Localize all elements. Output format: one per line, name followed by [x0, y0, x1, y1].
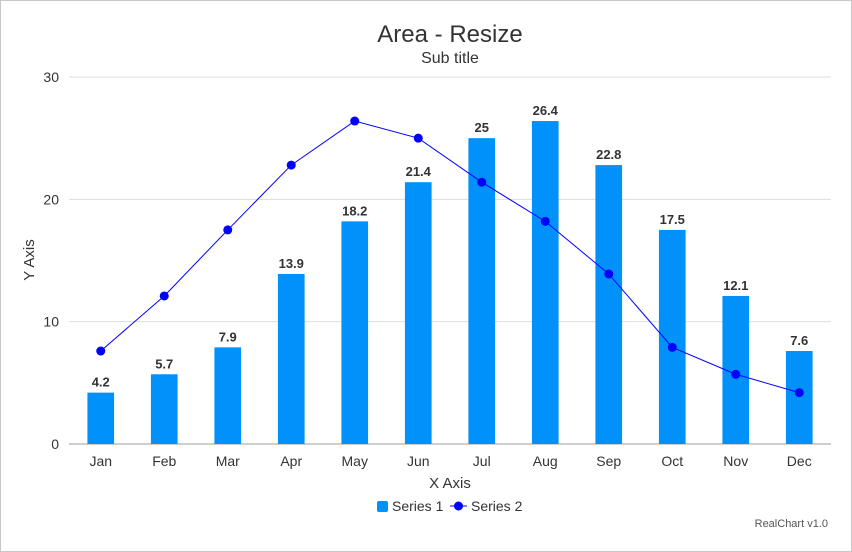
x-axis-ticks: Jan Feb Mar Apr May Jun Jul Aug Sep Oct Nov Dec [89, 453, 811, 469]
legend[interactable]: Series 1 Series 2 [377, 498, 523, 514]
chart-title: Area - Resize [377, 21, 522, 48]
line-point [794, 388, 804, 398]
grid [69, 76, 831, 445]
y-tick-label: 10 [43, 314, 59, 330]
x-tick-label: Oct [661, 453, 683, 469]
bar-series [87, 121, 813, 444]
data-labels: 4.2 5.7 7.9 13.9 18.2 21.4 25 26.4 22.8 17.5 12.1 7… [92, 103, 809, 390]
line-point [667, 342, 677, 352]
x-tick-label: Jan [89, 453, 112, 469]
line-point [223, 225, 233, 235]
bar [404, 182, 432, 444]
y-tick-label: 20 [43, 191, 59, 207]
bar [87, 392, 115, 444]
line-series [96, 116, 804, 398]
credit-text: RealChart v1.0 [755, 518, 828, 530]
line-point [96, 346, 106, 356]
bar-data-label: 26.4 [533, 103, 559, 118]
legend-series-1-label: Series 1 [392, 498, 444, 514]
x-tick-label: Feb [152, 453, 176, 469]
series-line [100, 120, 800, 394]
bar-data-label: 17.5 [660, 212, 685, 227]
line-point [413, 133, 423, 143]
x-tick-label: May [342, 453, 368, 469]
bar [150, 374, 178, 444]
bar-data-label: 22.8 [596, 147, 621, 162]
y-axis-title: Y Axis [21, 239, 38, 280]
bar-data-label: 21.4 [406, 164, 432, 179]
x-tick-label: Apr [280, 453, 302, 469]
legend-line-marker [454, 501, 463, 511]
bar [785, 351, 813, 444]
bar [277, 273, 305, 444]
line-point [477, 177, 487, 187]
bar-data-label: 12.1 [723, 278, 748, 293]
x-tick-label: Sep [596, 453, 621, 469]
y-tick-label: 0 [51, 436, 59, 452]
bar-data-label: 5.7 [155, 356, 173, 371]
bar-data-label: 7.6 [790, 333, 808, 348]
x-tick-label: Nov [723, 453, 748, 469]
bar [341, 221, 369, 444]
legend-bar-swatch [377, 501, 388, 512]
bar [468, 138, 496, 444]
bar-data-label: 7.9 [219, 329, 237, 344]
chart-subtitle: Sub title [421, 50, 479, 67]
bar-data-label: 4.2 [92, 375, 110, 390]
line-point [731, 369, 741, 379]
x-axis-title: X Axis [429, 475, 471, 492]
y-axis-ticks: 0 10 20 30 [43, 69, 59, 452]
x-tick-label: Jun [407, 453, 430, 469]
bar [595, 165, 623, 444]
x-tick-label: Aug [533, 453, 558, 469]
line-point [540, 216, 550, 226]
y-tick-label: 30 [43, 69, 59, 85]
bar [531, 121, 559, 444]
bar [214, 347, 242, 444]
bar-data-label: 13.9 [279, 256, 304, 271]
line-point [159, 291, 169, 301]
bar-data-label: 25 [475, 120, 489, 135]
line-point [350, 116, 360, 126]
bar-data-label: 18.2 [342, 203, 367, 218]
legend-series-2-label: Series 2 [471, 498, 523, 514]
line-point [604, 269, 614, 279]
x-tick-label: Dec [787, 453, 812, 469]
line-point [286, 160, 296, 170]
x-tick-label: Mar [216, 453, 240, 469]
x-tick-label: Jul [473, 453, 491, 469]
